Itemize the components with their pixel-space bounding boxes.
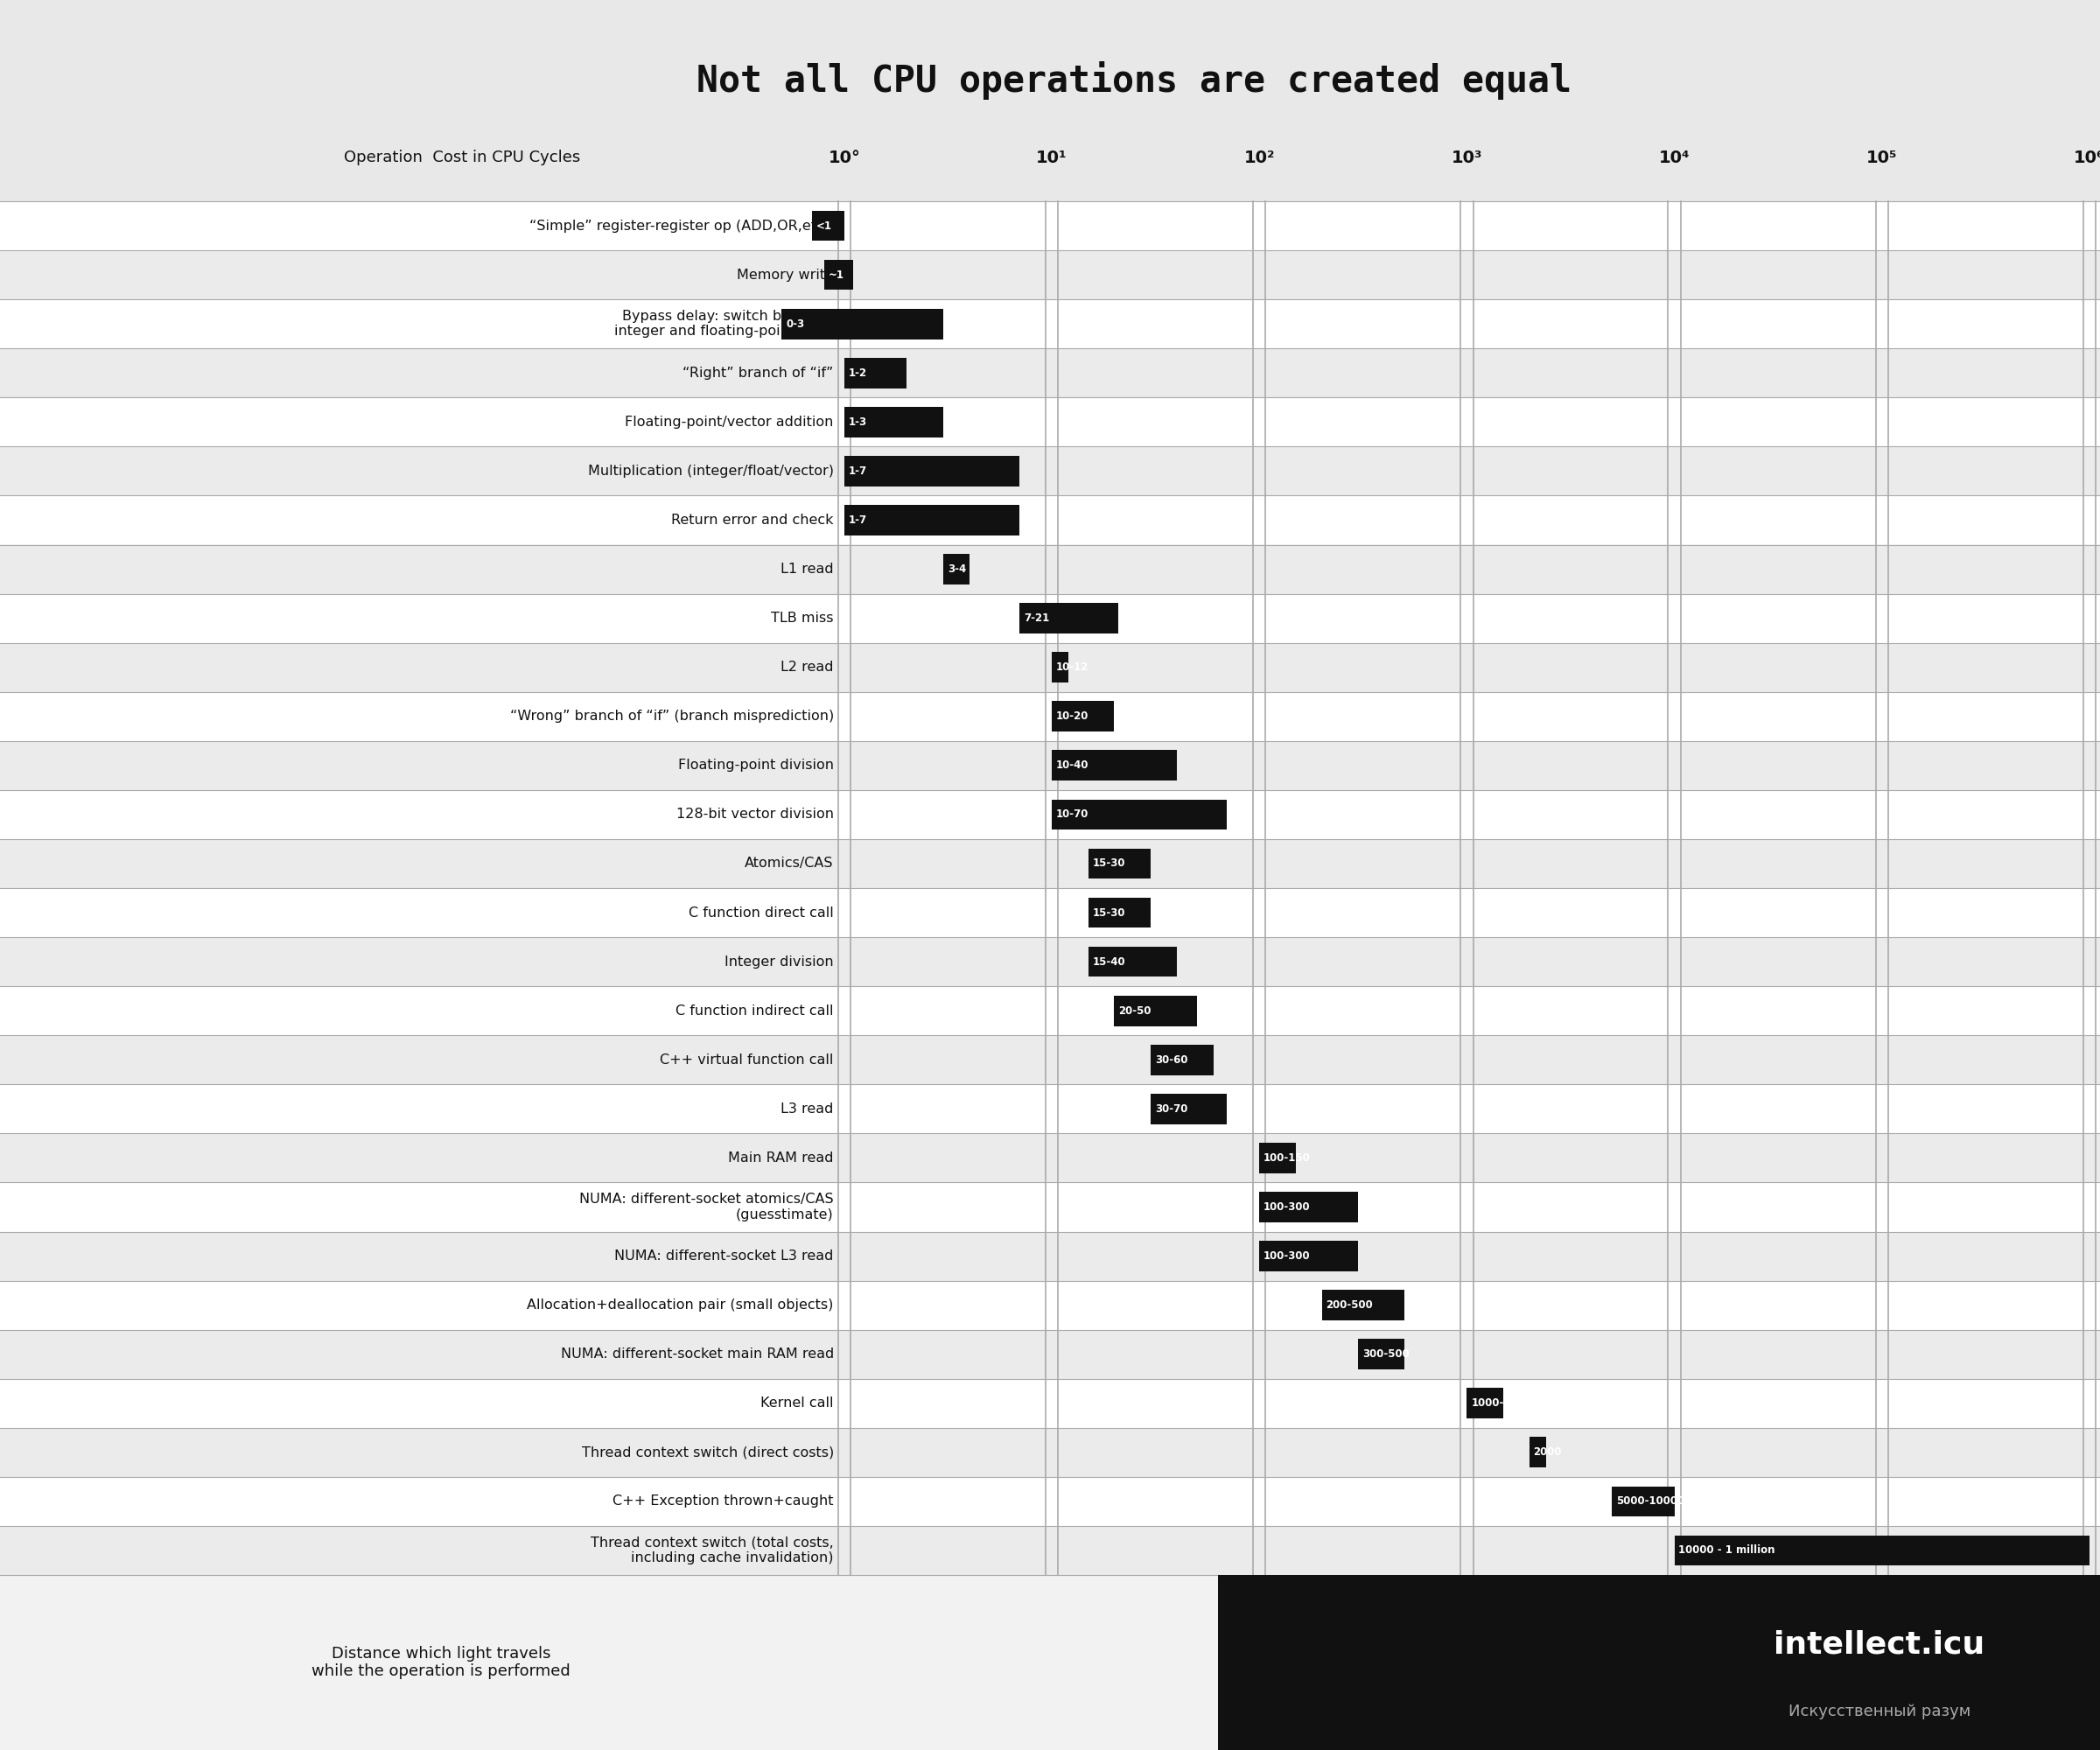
- Text: 3m: 3m: [1153, 1729, 1168, 1738]
- Text: Kernel call: Kernel call: [760, 1396, 834, 1410]
- Text: Distance which light travels
while the operation is performed: Distance which light travels while the o…: [311, 1645, 571, 1680]
- Text: 10-12: 10-12: [1056, 662, 1088, 674]
- Text: intellect.icu: intellect.icu: [1774, 1631, 1984, 1659]
- Text: 10³: 10³: [1451, 149, 1483, 166]
- Text: C function indirect call: C function indirect call: [676, 1004, 834, 1017]
- FancyBboxPatch shape: [911, 1684, 1075, 1708]
- Bar: [1119, 1647, 1201, 1732]
- Text: “Wrong” branch of “if” (branch misprediction): “Wrong” branch of “if” (branch mispredic…: [510, 710, 834, 723]
- Text: Thread context switch (direct costs): Thread context switch (direct costs): [582, 1446, 834, 1460]
- Text: Not all CPU operations are created equal: Not all CPU operations are created equal: [697, 61, 1571, 100]
- Text: 1-3: 1-3: [848, 416, 867, 427]
- Text: 30cm: 30cm: [985, 1638, 1010, 1648]
- Text: 2000: 2000: [1533, 1447, 1562, 1458]
- Text: 3-4: 3-4: [947, 564, 966, 576]
- Text: L3 read: L3 read: [781, 1102, 834, 1115]
- Text: 5000-10000: 5000-10000: [1617, 1496, 1684, 1507]
- Text: 100-300: 100-300: [1264, 1200, 1310, 1213]
- Text: ~1: ~1: [827, 270, 844, 280]
- Text: “Right” branch of “if”: “Right” branch of “if”: [682, 366, 834, 380]
- Text: TLB miss: TLB miss: [771, 612, 834, 625]
- Text: Memory write: Memory write: [737, 268, 834, 282]
- Text: 30-70: 30-70: [1155, 1102, 1189, 1115]
- Polygon shape: [1105, 1587, 1216, 1647]
- Text: C function direct call: C function direct call: [689, 906, 834, 919]
- Text: Искусственный разум: Искусственный разум: [1789, 1704, 1970, 1718]
- Text: C++ Exception thrown+caught: C++ Exception thrown+caught: [613, 1494, 834, 1508]
- Ellipse shape: [55, 58, 166, 178]
- Text: 15-40: 15-40: [1092, 956, 1126, 968]
- Text: 7-21: 7-21: [1025, 612, 1050, 625]
- Text: L1 read: L1 read: [781, 564, 834, 576]
- Text: Thread context switch (total costs,
including cache invalidation): Thread context switch (total costs, incl…: [590, 1536, 834, 1564]
- Text: 15-30: 15-30: [1092, 858, 1126, 870]
- Text: 1-7: 1-7: [848, 466, 867, 476]
- FancyBboxPatch shape: [939, 1615, 1048, 1678]
- Text: NUMA: different-socket main RAM read: NUMA: different-socket main RAM read: [561, 1348, 834, 1362]
- Text: 10°: 10°: [827, 149, 861, 166]
- Text: 10-20: 10-20: [1056, 710, 1088, 723]
- Text: Integer division: Integer division: [724, 956, 834, 968]
- Text: Floating-point division: Floating-point division: [678, 760, 834, 772]
- Text: C++ virtual function call: C++ virtual function call: [659, 1054, 834, 1066]
- Text: Main RAM read: Main RAM read: [729, 1152, 834, 1164]
- Text: 1-2: 1-2: [848, 368, 867, 378]
- Text: NUMA: different-socket atomics/CAS
(guesstimate): NUMA: different-socket atomics/CAS (gues…: [580, 1194, 834, 1221]
- Text: 30-60: 30-60: [1155, 1054, 1189, 1066]
- Text: 15-30: 15-30: [1092, 906, 1126, 919]
- Text: “Simple” register-register op (ADD,OR,etc.): “Simple” register-register op (ADD,OR,et…: [529, 219, 834, 233]
- Bar: [1176, 1661, 1197, 1689]
- Text: 128-bit vector division: 128-bit vector division: [676, 808, 834, 821]
- Text: L2 read: L2 read: [781, 662, 834, 674]
- Text: ithare.com: ithare.com: [78, 219, 143, 231]
- Text: 10⁵: 10⁵: [1867, 149, 1898, 166]
- FancyBboxPatch shape: [928, 1605, 1058, 1689]
- Text: <1: <1: [817, 220, 832, 231]
- Text: Operation  Cost in CPU Cycles: Operation Cost in CPU Cycles: [344, 150, 580, 166]
- Text: 100-300: 100-300: [1264, 1251, 1310, 1262]
- Text: NUMA: different-socket L3 read: NUMA: different-socket L3 read: [615, 1250, 834, 1264]
- Text: Return error and check: Return error and check: [672, 513, 834, 527]
- Text: 20-50: 20-50: [1119, 1004, 1151, 1017]
- Text: 1000-1500: 1000-1500: [1470, 1398, 1533, 1409]
- Text: 10-70: 10-70: [1056, 808, 1088, 821]
- Bar: [1124, 1661, 1144, 1689]
- Text: 10²: 10²: [1243, 149, 1275, 166]
- Text: 300-500: 300-500: [1363, 1349, 1409, 1360]
- Bar: [1147, 1684, 1174, 1732]
- Text: 0-3: 0-3: [785, 318, 804, 329]
- Text: A: A: [1308, 1648, 1327, 1670]
- Text: 10¹: 10¹: [1035, 149, 1067, 166]
- Text: 1-7: 1-7: [848, 514, 867, 525]
- Text: 10-40: 10-40: [1056, 760, 1088, 772]
- Circle shape: [1258, 1592, 1378, 1724]
- Text: 10000 - 1 million: 10000 - 1 million: [1678, 1545, 1774, 1556]
- Text: Atomics/CAS: Atomics/CAS: [746, 858, 834, 870]
- Text: Floating-point/vector addition: Floating-point/vector addition: [626, 415, 834, 429]
- Text: 10⁶: 10⁶: [2075, 149, 2100, 166]
- Text: Bypass delay: switch between
integer and floating-point units: Bypass delay: switch between integer and…: [615, 310, 834, 338]
- Ellipse shape: [29, 28, 191, 189]
- Text: Allocation+deallocation pair (small objects): Allocation+deallocation pair (small obje…: [527, 1298, 834, 1312]
- Text: 200-500: 200-500: [1325, 1300, 1373, 1311]
- Text: 10⁴: 10⁴: [1659, 149, 1690, 166]
- Text: 100-150: 100-150: [1264, 1152, 1310, 1164]
- Text: Multiplication (integer/float/vector): Multiplication (integer/float/vector): [588, 464, 834, 478]
